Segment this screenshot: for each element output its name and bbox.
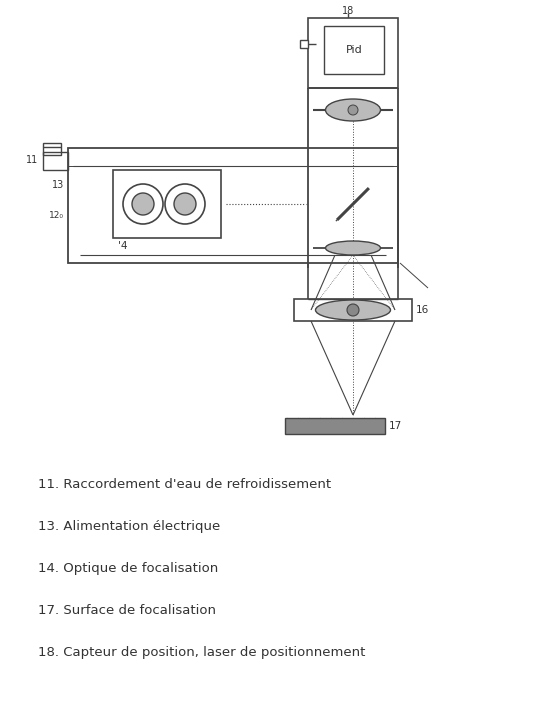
- Bar: [324, 26, 384, 74]
- Bar: [285, 418, 385, 434]
- Text: 13: 13: [52, 180, 64, 190]
- Bar: [294, 299, 412, 321]
- Bar: [43, 152, 68, 170]
- Ellipse shape: [326, 99, 381, 121]
- Text: 13. Alimentation électrique: 13. Alimentation électrique: [38, 520, 220, 533]
- Text: '4: '4: [118, 241, 127, 251]
- Circle shape: [174, 193, 196, 215]
- Circle shape: [132, 193, 154, 215]
- Text: 18. Capteur de position, laser de positionnement: 18. Capteur de position, laser de positi…: [38, 646, 366, 659]
- Text: 11. Raccordement d'eau de refroidissement: 11. Raccordement d'eau de refroidissemen…: [38, 478, 331, 491]
- Text: 17. Surface de focalisation: 17. Surface de focalisation: [38, 604, 216, 617]
- Circle shape: [348, 105, 358, 115]
- Text: 14. Optique de focalisation: 14. Optique de focalisation: [38, 562, 218, 575]
- Ellipse shape: [315, 300, 390, 320]
- Bar: [68, 148, 398, 263]
- Ellipse shape: [326, 241, 381, 255]
- Text: 12₀: 12₀: [49, 210, 64, 220]
- Text: 16: 16: [416, 305, 429, 315]
- Circle shape: [347, 304, 359, 316]
- Text: 18: 18: [342, 6, 354, 16]
- Text: Pid: Pid: [346, 45, 362, 55]
- Text: 17: 17: [389, 421, 402, 431]
- Bar: [338, 20, 358, 28]
- Bar: [43, 143, 61, 155]
- Bar: [308, 18, 398, 88]
- Bar: [300, 40, 308, 48]
- Bar: [113, 170, 221, 238]
- Text: 11: 11: [26, 155, 38, 165]
